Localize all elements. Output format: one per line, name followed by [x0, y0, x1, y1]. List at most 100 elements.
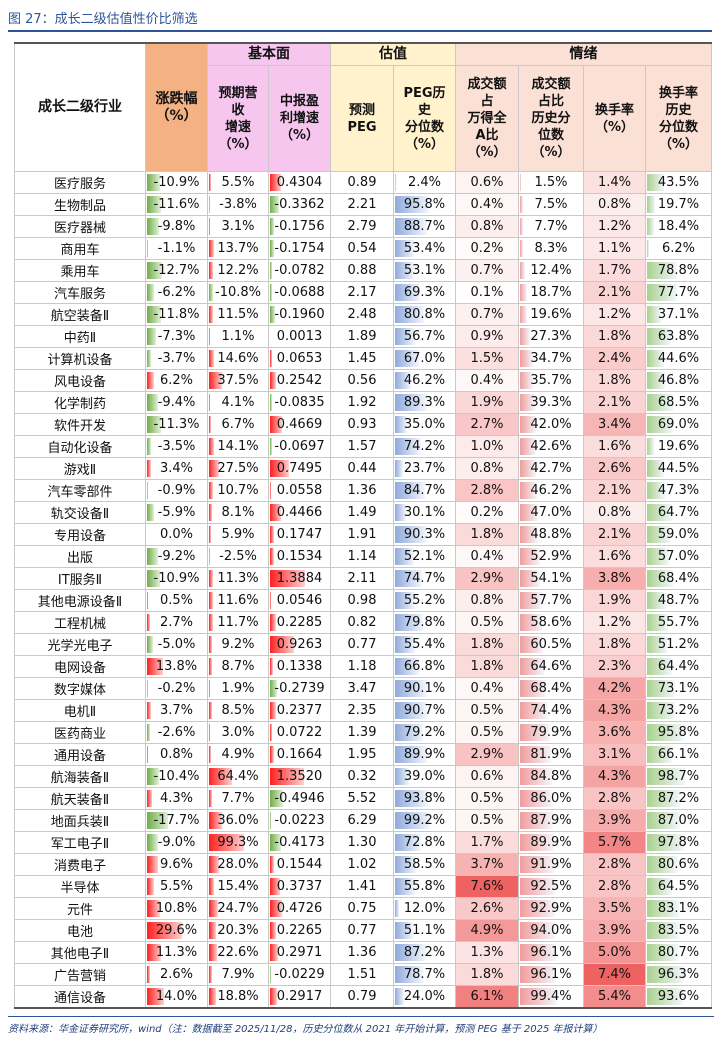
- data-bar: [209, 790, 212, 807]
- cell-text: 1.18: [347, 659, 377, 674]
- cell-text: 1.2%: [597, 615, 632, 630]
- value-cell: 80.8%: [393, 303, 456, 326]
- value-cell: 67.0%: [393, 347, 456, 370]
- cell-text: 7.6%: [470, 879, 504, 894]
- value-cell: 5.5%: [207, 171, 269, 194]
- cell-text: 46.2%: [530, 483, 572, 498]
- value-cell: 93.8%: [393, 787, 456, 810]
- cell-text: 0.4%: [470, 681, 504, 696]
- cell-text: 2.1%: [597, 285, 632, 300]
- cell-text: 44.6%: [657, 351, 700, 366]
- cell-text: 0.2%: [470, 241, 504, 256]
- value-cell: 1.4%: [583, 171, 646, 194]
- cell-text: 7.5%: [534, 197, 568, 212]
- value-cell: 3.7%: [455, 853, 519, 876]
- value-cell: 2.1%: [583, 479, 646, 502]
- value-cell: 0.77: [330, 633, 394, 656]
- table-row: 地面兵装Ⅱ -17.7% 36.0% -0.0223 6.29 99.2% 0.5% 87.9…: [14, 809, 712, 832]
- value-cell: -0.1960: [268, 303, 331, 326]
- data-bar: [395, 548, 414, 565]
- cell-text: 43.5%: [657, 175, 700, 190]
- cell-text: 5.7%: [597, 835, 632, 850]
- table-row: 专用设备 0.0% 5.9% 0.1747 1.91 90.3% 1.8% 48.8% 2.1%…: [14, 523, 712, 546]
- data-bar: [147, 812, 169, 829]
- industry-cell: 自动化设备: [14, 435, 146, 458]
- industry-cell: 游戏Ⅱ: [14, 457, 146, 480]
- cell-text: 1.8%: [470, 967, 504, 982]
- data-bar: [270, 636, 294, 653]
- data-bar: [520, 196, 523, 213]
- value-cell: 4.9%: [455, 919, 519, 942]
- value-cell: 0.6%: [455, 171, 519, 194]
- value-cell: 19.7%: [645, 193, 712, 216]
- value-cell: 2.1%: [583, 391, 646, 414]
- cell-text: 1.3%: [470, 945, 504, 960]
- industry-cell: 专用设备: [14, 523, 146, 546]
- value-cell: 68.4%: [645, 567, 712, 590]
- value-cell: 86.0%: [518, 787, 584, 810]
- value-cell: 1.8%: [583, 325, 646, 348]
- cell-text: 9.6%: [159, 857, 194, 872]
- value-cell: 35.7%: [518, 369, 584, 392]
- data-bar: [270, 174, 281, 191]
- data-bar: [270, 592, 272, 609]
- value-cell: -0.4946: [268, 787, 331, 810]
- cell-text: 1.9%: [597, 593, 632, 608]
- table-row: 航海装备Ⅱ -10.4% 64.4% 1.3520 0.32 39.0% 0.6% 84.8%…: [14, 765, 712, 788]
- value-cell: 46.8%: [645, 369, 712, 392]
- value-cell: 56.7%: [393, 325, 456, 348]
- data-bar: [209, 702, 212, 719]
- cell-text: 86.0%: [530, 791, 572, 806]
- value-cell: 12.0%: [393, 897, 456, 920]
- value-cell: 2.6%: [455, 897, 519, 920]
- cell-text: 15.4%: [217, 879, 259, 894]
- value-cell: 2.21: [330, 193, 394, 216]
- value-cell: 0.2%: [455, 237, 519, 260]
- cell-text: 14.1%: [217, 439, 259, 454]
- industry-cell: 航海装备Ⅱ: [14, 765, 146, 788]
- value-cell: 79.8%: [393, 611, 456, 634]
- cell-text: 46.8%: [657, 373, 700, 388]
- value-cell: 0.4%: [455, 193, 519, 216]
- cell-text: -0.9%: [157, 483, 196, 498]
- value-cell: 6.29: [330, 809, 394, 832]
- value-cell: 3.0%: [207, 721, 269, 744]
- data-bar: [270, 548, 274, 565]
- cell-text: 0.1%: [470, 285, 504, 300]
- value-cell: 0.8%: [455, 589, 519, 612]
- value-cell: 1.8%: [455, 963, 519, 986]
- cell-text: 80.8%: [403, 307, 446, 322]
- cell-text: 出版: [66, 551, 93, 566]
- group-header: 基本面: [207, 42, 331, 66]
- value-cell: 0.93: [330, 413, 394, 436]
- value-cell: -10.8%: [207, 281, 269, 304]
- cell-text: 55.2%: [403, 593, 446, 608]
- value-cell: 73.1%: [645, 677, 712, 700]
- cell-text: -1.1%: [157, 241, 196, 256]
- value-cell: 1.02: [330, 853, 394, 876]
- data-bar: [147, 922, 183, 939]
- data-bar: [520, 240, 524, 257]
- value-cell: 2.17: [330, 281, 394, 304]
- table-row: 商用车 -1.1% 13.7% -0.1754 0.54 53.4% 0.2% 8.3% 1.1…: [14, 237, 712, 260]
- value-cell: 0.4726: [268, 897, 331, 920]
- value-cell: 0.8%: [583, 193, 646, 216]
- cell-text: 66.8%: [403, 659, 446, 674]
- value-cell: 5.7%: [583, 831, 646, 854]
- cell-text: 1.8%: [470, 637, 504, 652]
- column-header: 预测 PEG: [330, 65, 394, 172]
- value-cell: 1.8%: [583, 369, 646, 392]
- value-cell: 55.2%: [393, 589, 456, 612]
- value-cell: 0.8%: [583, 501, 646, 524]
- data-bar: [520, 570, 541, 587]
- value-cell: 2.6%: [145, 963, 208, 986]
- cell-text: 自动化设备: [47, 441, 113, 456]
- value-cell: 1.39: [330, 721, 394, 744]
- value-cell: 0.0558: [268, 479, 331, 502]
- cell-text: 医药商业: [53, 727, 106, 742]
- cell-text: 35.0%: [403, 417, 446, 432]
- data-bar: [520, 768, 552, 785]
- data-bar: [270, 658, 274, 675]
- cell-text: 1.95: [347, 747, 377, 762]
- value-cell: 0.1%: [455, 281, 519, 304]
